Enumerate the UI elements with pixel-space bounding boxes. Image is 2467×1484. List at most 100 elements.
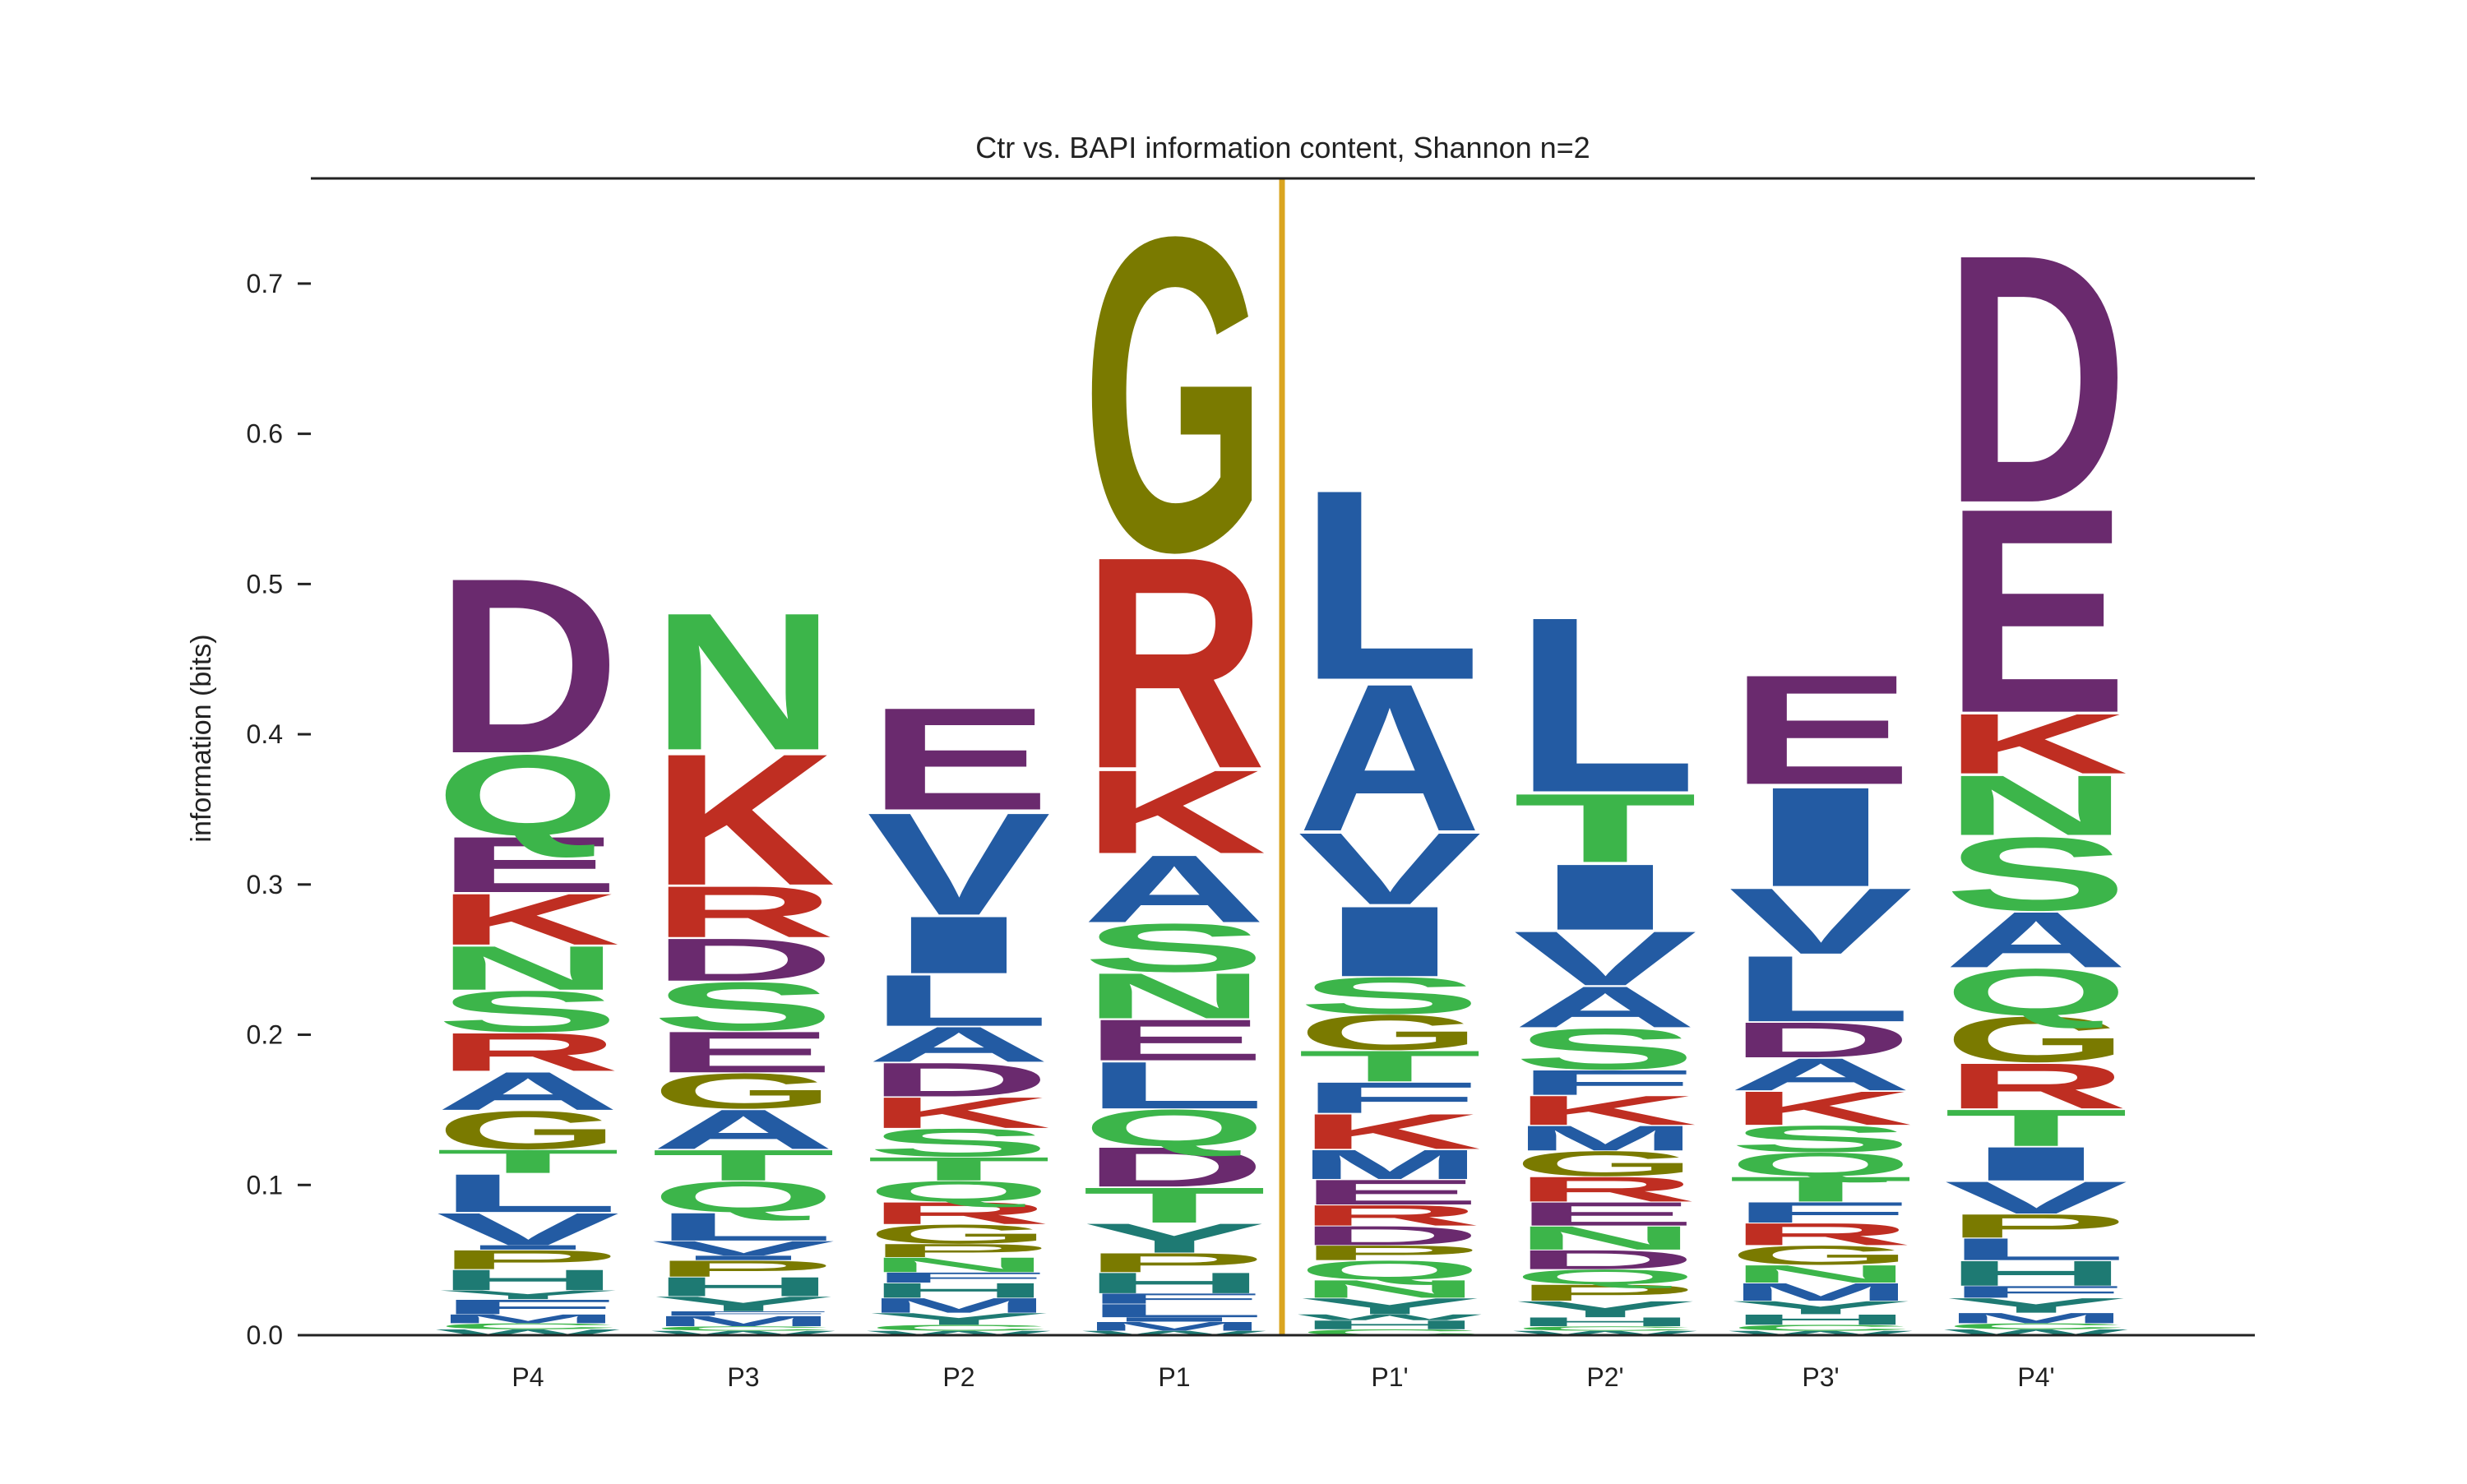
logo-letter-R: R: [1729, 1217, 1913, 1252]
logo-letter-G: G: [1944, 1003, 2128, 1075]
logo-letter-C: C: [651, 1325, 835, 1333]
logo-letter-S: S: [1298, 967, 1482, 1025]
logo-letter-I: I: [1729, 757, 1913, 916]
logo-letter-N: N: [1729, 1260, 1913, 1288]
logo-letter-W: W: [1944, 1328, 2129, 1337]
logo-letter-E: E: [651, 1019, 835, 1084]
logo-letter-S: S: [1513, 1016, 1697, 1081]
logo-letter-W: W: [436, 1328, 621, 1337]
logo-letter-V: V: [867, 783, 1053, 945]
logo-letter-N: N: [1082, 959, 1266, 1032]
logo-letter-T: T: [1944, 1098, 2128, 1157]
logo-letter-T: T: [651, 1141, 835, 1190]
logo-letter-D: D: [1082, 1135, 1266, 1199]
logo-letter-W: W: [1082, 1329, 1267, 1337]
logo-letter-Q: Q: [1944, 955, 2128, 1029]
logo-letter-I: I: [1513, 844, 1697, 950]
logo-letter-R: R: [436, 1022, 620, 1083]
logo-letter-I: I: [867, 899, 1051, 991]
logo-letter-H: H: [1944, 1254, 2128, 1293]
logo-letter-K: K: [1944, 696, 2128, 792]
x-tick-label: P1': [1371, 1362, 1408, 1392]
logo-letter-Y: Y: [651, 1292, 835, 1315]
logo-letter-K: K: [436, 879, 620, 960]
logo-letter-L: L: [651, 1204, 835, 1249]
logo-letter-V: V: [1729, 869, 1913, 973]
logo-letter-M: M: [436, 1312, 620, 1326]
logo-letter-A: A: [436, 1061, 620, 1121]
logo-letter-M: M: [1944, 1310, 2128, 1326]
logo-letter-F: F: [867, 1269, 1051, 1286]
logo-letter-K: K: [1729, 1082, 1913, 1135]
logo-letter-C: C: [867, 1323, 1051, 1332]
logo-letter-M: M: [1513, 1118, 1697, 1158]
logo-letter-K: K: [867, 1089, 1051, 1137]
y-tick-label: 0.5: [247, 569, 283, 599]
logo-letter-A: A: [867, 1017, 1051, 1073]
logo-letter-A: A: [651, 1098, 835, 1161]
logo-letter-G: G: [867, 1219, 1051, 1250]
x-tick-label: P1: [1158, 1362, 1190, 1392]
logo-letter-H: H: [1082, 1267, 1266, 1300]
logo-letter-C: C: [1513, 1325, 1697, 1333]
logo-letter-I: I: [1944, 1137, 2128, 1190]
y-tick-label: 0.2: [247, 1020, 283, 1050]
logo-letter-Y: Y: [1082, 1215, 1266, 1262]
x-tick-label: P3': [1802, 1362, 1839, 1392]
x-tick-label: P2: [942, 1362, 974, 1392]
logo-letter-G: G: [1298, 1005, 1482, 1061]
logo-letter-H: H: [1298, 1318, 1482, 1332]
x-tick-label: P4': [2017, 1362, 2054, 1392]
y-tick-label: 0.4: [247, 719, 283, 749]
logo-letter-E: E: [867, 677, 1051, 840]
logo-letter-N: N: [1944, 758, 2128, 853]
logo-letter-C: C: [436, 1321, 620, 1330]
y-tick-label: 0.3: [247, 870, 283, 899]
logo-letter-L: L: [1082, 1048, 1266, 1123]
logo-letter-E: E: [1298, 1172, 1482, 1212]
logo-letter-P: P: [1298, 1241, 1482, 1264]
logo-letter-D: D: [1729, 1012, 1913, 1068]
logo-letter-H: H: [867, 1278, 1051, 1301]
logo-letter-W: W: [1298, 1313, 1483, 1322]
logo-letter-S: S: [651, 968, 835, 1045]
logo-letter-P: P: [436, 1245, 620, 1275]
logo-letter-D: D: [1513, 1245, 1697, 1275]
logo-letter-C: C: [1944, 1321, 2128, 1330]
logo-letter-Y: Y: [1944, 1294, 2128, 1317]
logo-letter-A: A: [1298, 640, 1482, 876]
logo-letter-Q: Q: [1513, 1265, 1697, 1288]
logo-letter-E: E: [436, 821, 620, 909]
logo-letter-Y: Y: [1729, 1297, 1913, 1318]
logo-letter-P: P: [867, 1240, 1051, 1260]
logo-letter-K: K: [1513, 1088, 1697, 1135]
axes: 0.0 0.1 0.2 0.3 0.4 0.5 0.6 0.7 P4 P3 P2 P1 P1' P2' P3…: [247, 177, 2255, 1392]
logo-letter-S: S: [436, 979, 620, 1044]
logo-letter-M: M: [867, 1294, 1051, 1317]
x-tick-label: P3: [727, 1362, 759, 1392]
logo-letter-P: P: [1513, 1280, 1697, 1306]
logo-letter-F: F: [1729, 1196, 1913, 1229]
logo-letter-F: F: [1298, 1073, 1482, 1122]
logo-letter-F: F: [1944, 1283, 2128, 1301]
logo-letter-G: G: [1082, 145, 1266, 645]
logo-letter-E: E: [1513, 1195, 1697, 1232]
logo-letter-W: W: [867, 1329, 1052, 1337]
logo-letter-I: I: [651, 1255, 835, 1262]
logo-letter-G: G: [1513, 1144, 1697, 1183]
logo-letter-Q: Q: [1082, 1099, 1266, 1158]
logo-letter-A: A: [1513, 974, 1697, 1040]
logo-letter-K: K: [1082, 746, 1266, 878]
logo-letter-Y: Y: [1513, 1297, 1697, 1322]
y-tick-label: 0.7: [247, 269, 283, 298]
logo-letter-W: W: [1513, 1329, 1698, 1337]
y-axis-title: information (bits): [186, 634, 217, 842]
logo-letter-F: F: [1513, 1063, 1697, 1103]
logo-letter-D: D: [1944, 180, 2128, 576]
logo-letter-L: L: [1082, 1300, 1266, 1320]
logo-letter-Q: Q: [651, 1172, 835, 1221]
